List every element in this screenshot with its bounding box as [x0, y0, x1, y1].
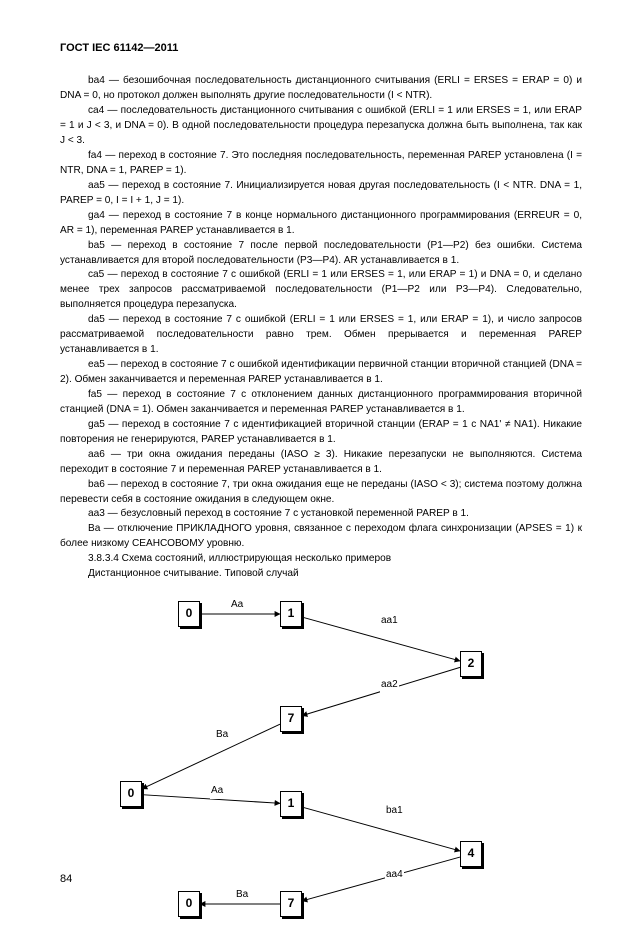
diagram-svg	[60, 596, 580, 926]
state-node: 1	[280, 601, 302, 627]
para: ba6 — переход в состояние 7, три окна ож…	[60, 478, 582, 508]
state-node: 7	[280, 891, 302, 917]
edge-label: Aa	[210, 784, 224, 799]
para: Ba — отключение ПРИКЛАДНОГО уровня, связ…	[60, 522, 582, 552]
para: ga5 — переход в состояние 7 с идентифика…	[60, 418, 582, 448]
doc-header: ГОСТ IEC 61142—2011	[60, 40, 582, 56]
page: ГОСТ IEC 61142—2011 ba4 — безошибочная п…	[0, 0, 630, 913]
state-node: 0	[120, 781, 142, 807]
edge-label: Ba	[215, 728, 229, 743]
para: aa5 — переход в состояние 7. Инициализир…	[60, 179, 582, 209]
edge-label: aa2	[380, 678, 399, 693]
para: aa6 — три окна ожидания переданы (IASO ≥…	[60, 448, 582, 478]
edge-label: Aa	[230, 598, 244, 613]
para: fa5 — переход в состояние 7 с отклонение…	[60, 388, 582, 418]
para: ea5 — переход в состояние 7 с ошибкой ид…	[60, 358, 582, 388]
para: da5 — переход в состояние 7 с ошибкой (E…	[60, 313, 582, 358]
state-node: 4	[460, 841, 482, 867]
page-number: 84	[60, 871, 72, 887]
state-node: 7	[280, 706, 302, 732]
state-node: 2	[460, 651, 482, 677]
state-node: 0	[178, 891, 200, 917]
para: Дистанционное считывание. Типовой случай	[60, 567, 582, 582]
edge-label: aa4	[385, 868, 404, 883]
state-node: 1	[280, 791, 302, 817]
para: ba4 — безошибочная последовательность ди…	[60, 74, 582, 104]
state-node: 0	[178, 601, 200, 627]
edge-label: Ba	[235, 888, 249, 903]
state-diagram: 012701470Aaaa1aa2BaAaba1aa4Ba	[60, 596, 582, 926]
para: ca5 — переход в состояние 7 с ошибкой (E…	[60, 268, 582, 313]
para: 3.8.3.4 Схема состояний, иллюстрирующая …	[60, 552, 582, 567]
para: ba5 — переход в состояние 7 после первой…	[60, 239, 582, 269]
edge-label: ba1	[385, 804, 404, 819]
para: fa4 — переход в состояние 7. Это последн…	[60, 149, 582, 179]
edge-label: aa1	[380, 614, 399, 629]
body-text: ba4 — безошибочная последовательность ди…	[60, 74, 582, 582]
para: ca4 — последовательность дистанционного …	[60, 104, 582, 149]
para: ga4 — переход в состояние 7 в конце норм…	[60, 209, 582, 239]
para: aa3 — безусловный переход в состояние 7 …	[60, 507, 582, 522]
